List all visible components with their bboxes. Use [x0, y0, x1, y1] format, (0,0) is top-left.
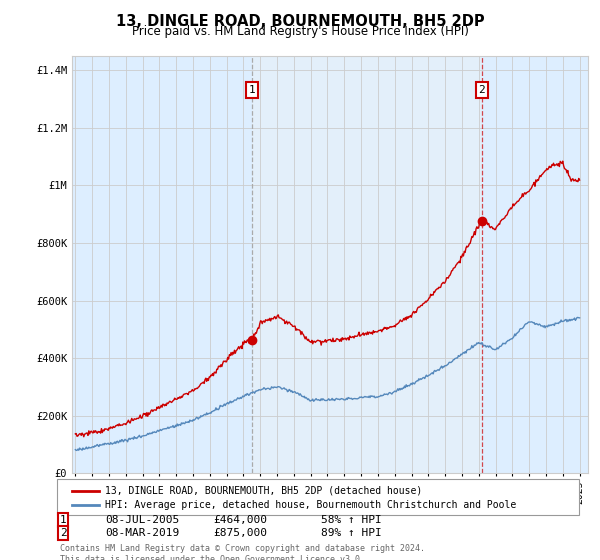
Text: 2: 2 [59, 528, 67, 538]
Text: 1: 1 [59, 515, 67, 525]
Text: £875,000: £875,000 [213, 528, 267, 538]
Text: 58% ↑ HPI: 58% ↑ HPI [321, 515, 382, 525]
Text: £464,000: £464,000 [213, 515, 267, 525]
Text: 89% ↑ HPI: 89% ↑ HPI [321, 528, 382, 538]
Text: Price paid vs. HM Land Registry's House Price Index (HPI): Price paid vs. HM Land Registry's House … [131, 25, 469, 38]
Text: HPI: Average price, detached house, Bournemouth Christchurch and Poole: HPI: Average price, detached house, Bour… [105, 500, 516, 510]
Text: 2: 2 [479, 85, 485, 95]
Text: 1: 1 [249, 85, 256, 95]
Text: 08-MAR-2019: 08-MAR-2019 [105, 528, 179, 538]
Text: 08-JUL-2005: 08-JUL-2005 [105, 515, 179, 525]
Bar [252, 56, 482, 473]
Text: Contains HM Land Registry data © Crown copyright and database right 2024.
This d: Contains HM Land Registry data © Crown c… [60, 544, 425, 560]
Text: 13, DINGLE ROAD, BOURNEMOUTH, BH5 2DP: 13, DINGLE ROAD, BOURNEMOUTH, BH5 2DP [116, 14, 484, 29]
Text: 13, DINGLE ROAD, BOURNEMOUTH, BH5 2DP (detached house): 13, DINGLE ROAD, BOURNEMOUTH, BH5 2DP (d… [105, 486, 422, 496]
